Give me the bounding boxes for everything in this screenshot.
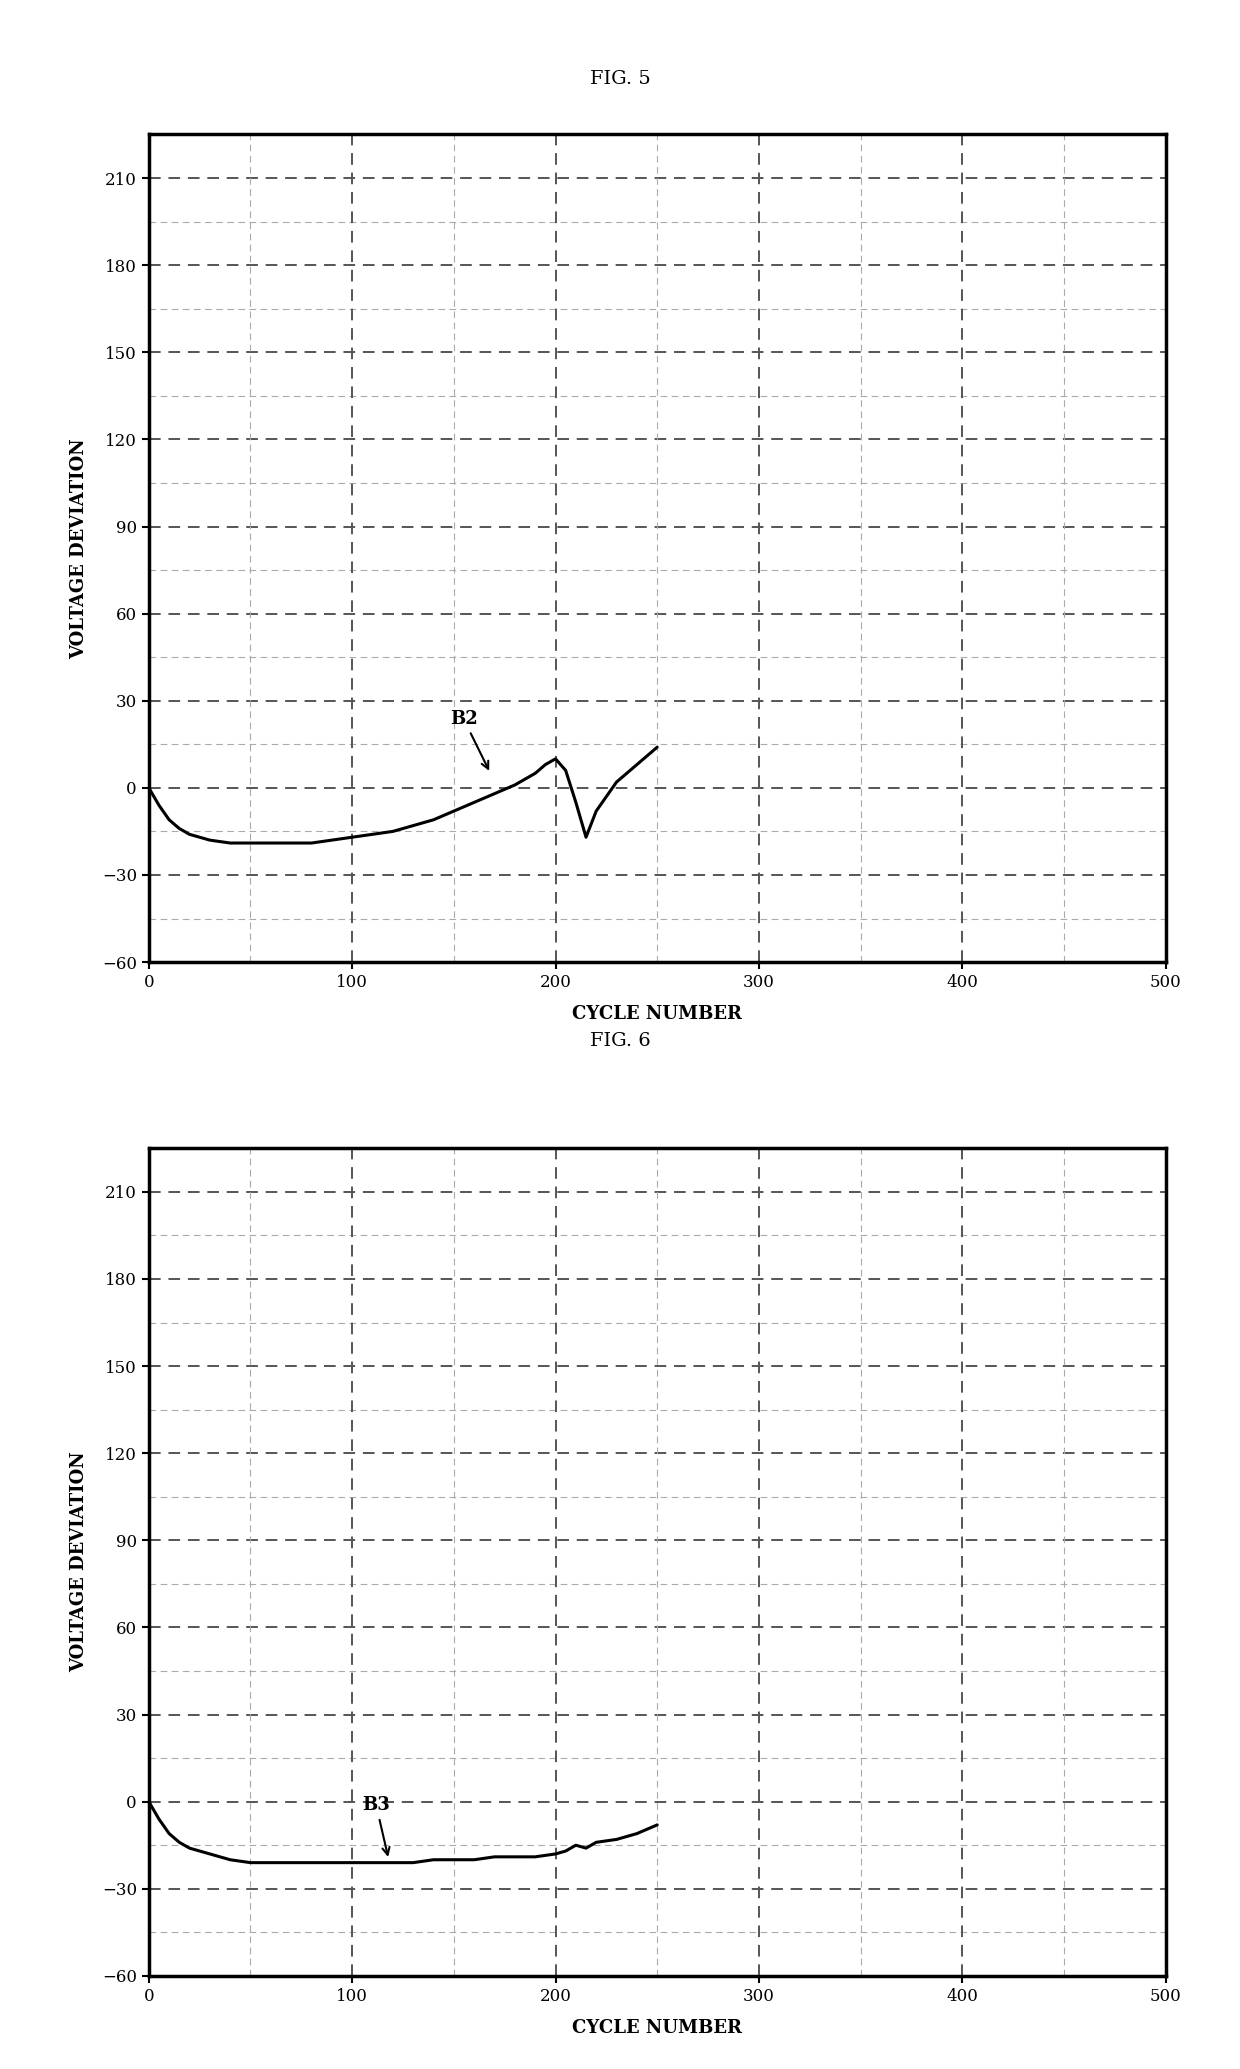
Text: FIG. 5: FIG. 5 — [590, 70, 650, 87]
Y-axis label: VOLTAGE DEVIATION: VOLTAGE DEVIATION — [69, 439, 88, 658]
Text: FIG. 6: FIG. 6 — [590, 1032, 650, 1049]
X-axis label: CYCLE NUMBER: CYCLE NUMBER — [572, 2019, 743, 2036]
Y-axis label: VOLTAGE DEVIATION: VOLTAGE DEVIATION — [69, 1452, 88, 1672]
X-axis label: CYCLE NUMBER: CYCLE NUMBER — [572, 1006, 743, 1022]
Text: B3: B3 — [362, 1796, 391, 1854]
Text: B2: B2 — [450, 710, 489, 770]
